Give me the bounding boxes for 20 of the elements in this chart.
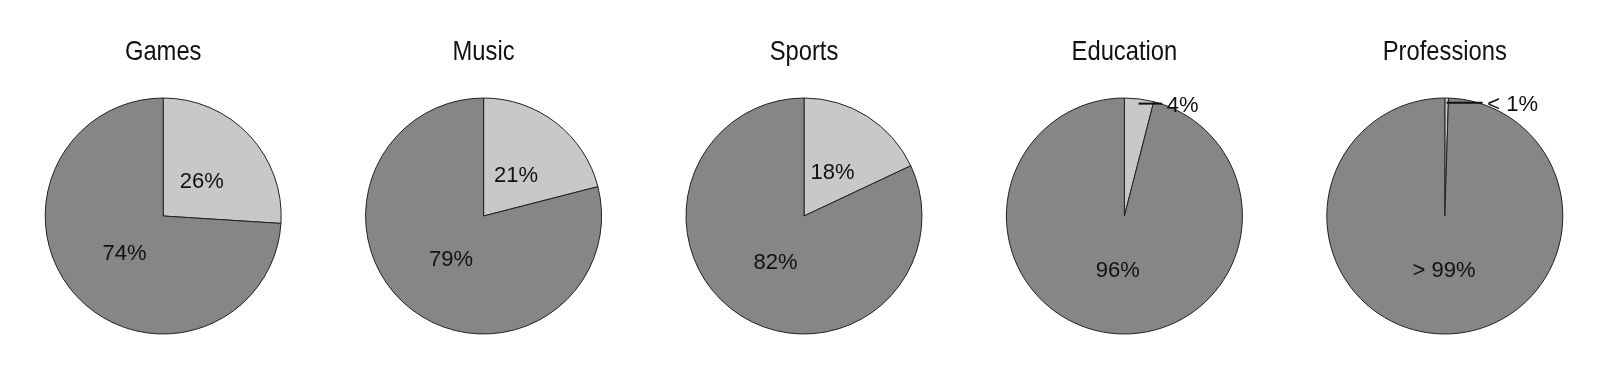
chart-title: Games bbox=[124, 35, 202, 66]
chart-title: Music bbox=[452, 35, 515, 66]
data-label: 74% bbox=[102, 240, 147, 266]
pie-slice bbox=[1326, 97, 1564, 335]
pie-slice bbox=[685, 97, 923, 335]
data-label: > 99% bbox=[1412, 257, 1476, 283]
data-label: 18% bbox=[810, 159, 855, 185]
data-label: 4% bbox=[1166, 91, 1199, 117]
chart-title: Sports bbox=[769, 35, 839, 66]
data-label: 96% bbox=[1095, 256, 1140, 282]
pie-slice bbox=[1005, 97, 1243, 335]
pie-slice bbox=[44, 97, 282, 335]
data-label: 82% bbox=[753, 248, 798, 274]
chart-title: Professions bbox=[1382, 35, 1507, 66]
chart-title: Education bbox=[1071, 35, 1178, 66]
pie-slice bbox=[365, 97, 603, 335]
data-label: 21% bbox=[494, 162, 539, 188]
data-label: 79% bbox=[429, 245, 474, 271]
data-label: 26% bbox=[179, 167, 224, 193]
data-label: < 1% bbox=[1487, 90, 1539, 116]
